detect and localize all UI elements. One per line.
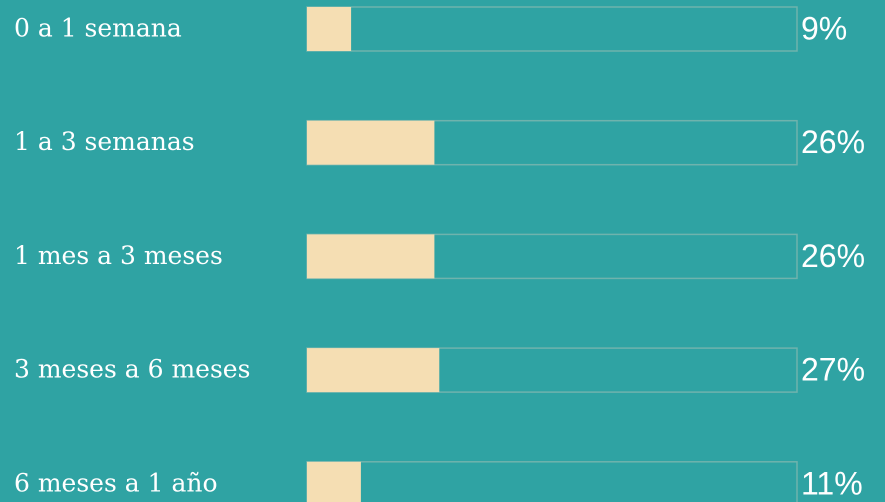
value-label: 26% bbox=[801, 238, 865, 274]
category-label: 6 meses a 1 año bbox=[14, 468, 218, 497]
bar bbox=[307, 461, 361, 502]
category-label: 1 a 3 semanas bbox=[14, 127, 195, 156]
value-label: 26% bbox=[801, 124, 865, 160]
bar bbox=[307, 234, 435, 279]
bar bbox=[307, 348, 440, 393]
bar bbox=[307, 7, 352, 51]
category-label: 3 meses a 6 meses bbox=[14, 355, 250, 384]
bar-track bbox=[306, 461, 798, 502]
category-label: 1 mes a 3 meses bbox=[14, 241, 223, 270]
bar-track bbox=[306, 6, 798, 52]
value-label: 11% bbox=[801, 465, 863, 501]
category-label: 0 a 1 semana bbox=[14, 14, 182, 43]
bar bbox=[307, 120, 435, 165]
value-label: 27% bbox=[801, 352, 865, 388]
value-label: 9% bbox=[801, 10, 847, 46]
